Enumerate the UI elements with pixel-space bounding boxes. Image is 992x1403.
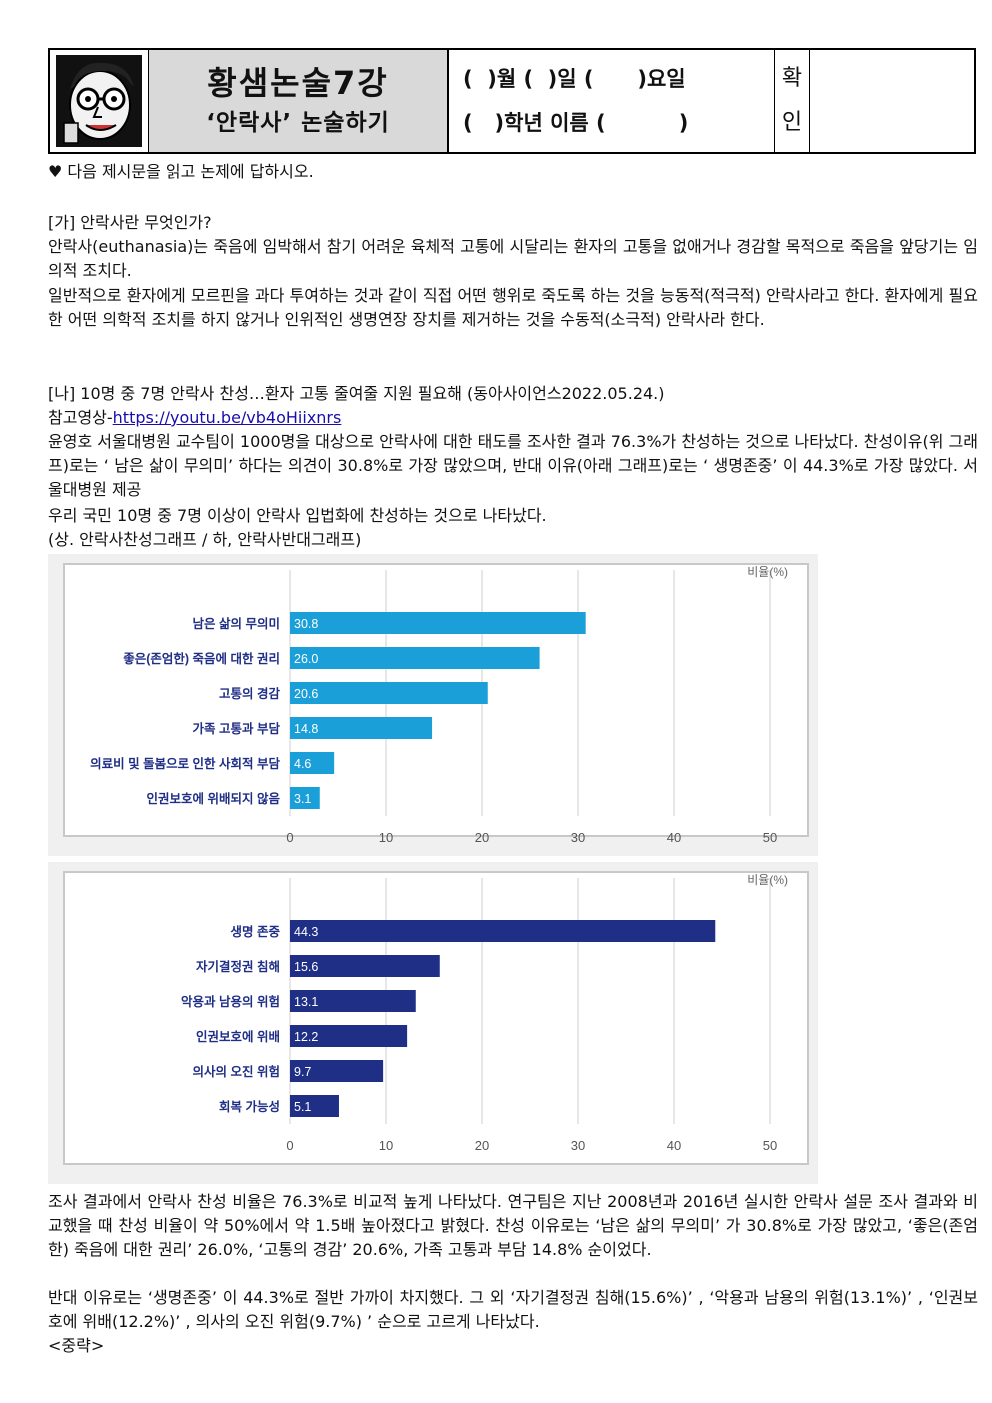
section-ga-heading: [가] 안락사란 무엇인가? xyxy=(48,213,212,232)
x-tick-label: 50 xyxy=(763,1138,777,1153)
x-tick-label: 0 xyxy=(286,1138,293,1153)
category-label: 회복 가능성 xyxy=(219,1099,280,1114)
bar xyxy=(290,717,433,739)
bar-value-label: 26.0 xyxy=(294,652,318,666)
worksheet-title: 황샘논술7강 xyxy=(207,64,389,102)
bar xyxy=(290,920,716,942)
cartoon-face-icon xyxy=(56,55,142,147)
bar xyxy=(290,955,440,977)
x-tick-label: 40 xyxy=(667,830,681,845)
x-tick-label: 50 xyxy=(763,830,777,845)
section-ga-paragraph-1: 안락사(euthanasia)는 죽음에 임박해서 참기 어려운 육체적 고통에… xyxy=(48,237,978,280)
bar-value-label: 30.8 xyxy=(294,617,318,631)
category-label: 인권보호에 위배되지 않음 xyxy=(147,791,281,806)
category-label: 인권보호에 위배 xyxy=(196,1029,280,1044)
chart-frame xyxy=(63,871,809,1165)
category-label: 가족 고통과 부담 xyxy=(193,721,281,736)
check-label: 확 인 xyxy=(775,50,810,152)
bar xyxy=(290,990,416,1012)
teacher-avatar xyxy=(50,50,149,152)
category-label: 자기결정권 침해 xyxy=(196,959,280,974)
category-label: 악용과 남용의 위험 xyxy=(181,994,280,1009)
check-sign-box[interactable] xyxy=(810,50,974,152)
bar xyxy=(290,1095,339,1117)
x-tick-label: 20 xyxy=(475,1138,489,1153)
bar-value-label: 4.6 xyxy=(294,757,311,771)
x-tick-label: 20 xyxy=(475,830,489,845)
worksheet-subtitle: ‘안락사’ 논술하기 xyxy=(206,110,390,136)
reference-video-link[interactable]: https://youtu.be/vb4oHiixnrs xyxy=(112,408,342,427)
category-label: 의료비 및 돌봄으로 인한 사회적 부담 xyxy=(90,756,280,771)
category-label: 고통의 경감 xyxy=(219,686,280,701)
unit-label: 비율(%) xyxy=(747,873,788,887)
omission-mark: <중략> xyxy=(48,1336,105,1355)
bar-value-label: 3.1 xyxy=(294,792,311,806)
opposition-reasons-chart: 0 10 20 30 40 50 비율(%) 생명 존중 44.3 자기결정권 침해 15.6 악용과… xyxy=(48,862,818,1184)
name-line[interactable]: ( )학년 이름 ( ) xyxy=(463,111,689,135)
section-na-paragraph-3: (상. 안락사찬성그래프 / 하, 안락사반대그래프) xyxy=(48,530,362,549)
x-tick-label: 0 xyxy=(286,830,293,845)
reference-video-line: 참고영상-https://youtu.be/vb4oHiixnrs xyxy=(48,408,342,427)
date-line[interactable]: ( )월 ( )일 ( )요일 xyxy=(463,67,686,91)
bar-value-label: 12.2 xyxy=(294,1030,318,1044)
bar xyxy=(290,612,586,634)
section-na-paragraph-1: 윤영호 서울대병원 교수팀이 1000명을 대상으로 안락사에 대한 태도를 조… xyxy=(48,432,978,499)
category-label: 생명 존중 xyxy=(231,924,281,939)
bar xyxy=(290,682,488,704)
section-na-heading: [나] 10명 중 7명 안락사 찬성…환자 고통 줄여줄 지원 필요해 (동아… xyxy=(48,384,665,403)
worksheet-header: 황샘논술7강 ‘안락사’ 논술하기 ( )월 ( )일 ( )요일 ( )학년 … xyxy=(48,48,976,154)
bar-value-label: 9.7 xyxy=(294,1065,311,1079)
bar xyxy=(290,752,335,774)
section-ga-paragraph-2: 일반적으로 환자에게 모르핀을 과다 투여하는 것과 같이 직접 어떤 행위로 … xyxy=(48,286,978,329)
summary-paragraph-1: 조사 결과에서 안락사 찬성 비율은 76.3%로 비교적 높게 나타났다. 연… xyxy=(48,1192,978,1259)
instruction: ♥ 다음 제시문을 읽고 논제에 답하시오. xyxy=(48,162,314,181)
category-label: 좋은(존엄한) 죽음에 대한 권리 xyxy=(123,651,280,666)
bar-value-label: 15.6 xyxy=(294,960,318,974)
x-tick-label: 10 xyxy=(379,830,393,845)
title-box: 황샘논술7강 ‘안락사’ 논술하기 xyxy=(149,50,449,152)
bar xyxy=(290,787,320,809)
summary-paragraph-2: 반대 이유로는 ‘생명존중’ 이 44.3%로 절반 가까이 차지했다. 그 외… xyxy=(48,1288,978,1331)
bar-value-label: 14.8 xyxy=(294,722,318,736)
x-tick-label: 10 xyxy=(379,1138,393,1153)
bar-value-label: 44.3 xyxy=(294,925,318,939)
bar xyxy=(290,1060,384,1082)
bar xyxy=(290,1025,408,1047)
x-tick-label: 30 xyxy=(571,1138,585,1153)
x-tick-label: 30 xyxy=(571,830,585,845)
bar xyxy=(290,647,540,669)
unit-label: 비율(%) xyxy=(747,565,788,579)
bar-value-label: 13.1 xyxy=(294,995,318,1009)
bar-value-label: 20.6 xyxy=(294,687,318,701)
x-tick-label: 40 xyxy=(667,1138,681,1153)
section-na-paragraph-2: 우리 국민 10명 중 7명 이상이 안락사 입법화에 찬성하는 것으로 나타났… xyxy=(48,506,547,525)
date-name-fields: ( )월 ( )일 ( )요일 ( )학년 이름 ( ) xyxy=(449,50,775,152)
support-reasons-chart: 0 10 20 30 40 50 비율(%) 남은 삶의 무의미 30.8 좋은(존엄한) 죽음에… xyxy=(48,554,818,856)
category-label: 남은 삶의 무의미 xyxy=(193,616,280,631)
category-label: 의사의 오진 위험 xyxy=(193,1064,280,1079)
bar-value-label: 5.1 xyxy=(294,1100,311,1114)
